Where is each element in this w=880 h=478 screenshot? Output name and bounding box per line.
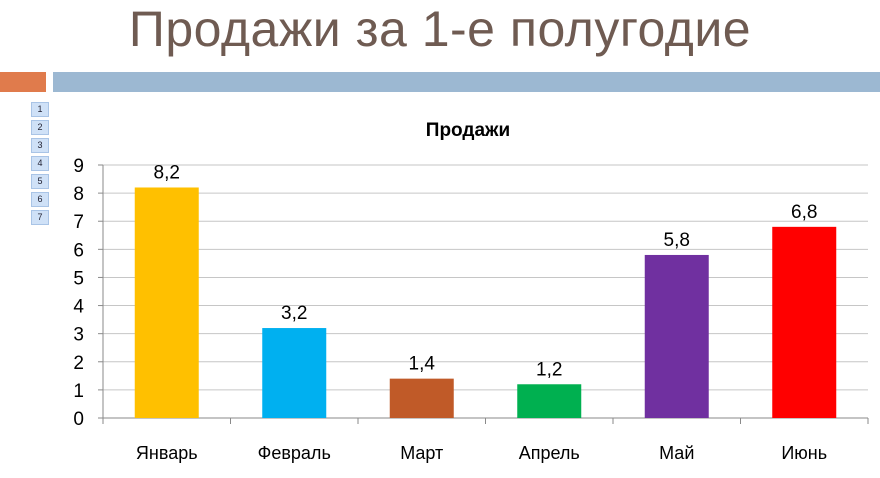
row-index-4: 4 <box>31 156 49 171</box>
row-index-2: 2 <box>31 120 49 135</box>
ytick-label-0: 0 <box>73 409 84 430</box>
data-label-4: 1,2 <box>536 359 562 380</box>
category-label-5: Май <box>659 443 694 463</box>
category-label-3: Март <box>400 443 443 463</box>
bar-4 <box>517 384 582 418</box>
bar-2 <box>262 328 327 418</box>
ytick-label-6: 6 <box>73 240 84 261</box>
data-label-5: 5,8 <box>664 230 690 251</box>
ytick-label-7: 7 <box>73 212 84 233</box>
slide-title: Продажи за 1-е полугодие <box>128 1 752 57</box>
chart-gridlines <box>98 164 869 424</box>
category-label-1: Январь <box>136 443 198 463</box>
accent-bar-blue <box>53 72 880 92</box>
category-label-4: Апрель <box>519 443 580 463</box>
accent-bar-orange <box>0 72 46 92</box>
row-index-1: 1 <box>31 102 49 117</box>
ytick-label-3: 3 <box>73 325 84 346</box>
ytick-label-2: 2 <box>73 353 84 374</box>
bar-1 <box>134 187 199 418</box>
chart-title: Продажи <box>426 120 510 141</box>
chart-bars <box>134 187 837 418</box>
data-label-6: 6,8 <box>791 202 817 223</box>
row-index-6: 6 <box>31 192 49 207</box>
bar-3 <box>389 378 454 418</box>
ytick-label-9: 9 <box>73 156 84 177</box>
data-label-1: 8,2 <box>154 162 180 183</box>
bar-6 <box>772 226 837 418</box>
row-index-7: 7 <box>31 210 49 225</box>
ytick-label-5: 5 <box>73 268 84 289</box>
category-label-6: Июнь <box>781 443 827 463</box>
data-label-3: 1,4 <box>409 354 436 375</box>
chart-labels: 0 1 2 3 4 5 6 7 8 9 8,2 Январь 3,2 Февраль 1,4 Март 1,2 А… <box>73 156 827 463</box>
row-index-5: 5 <box>31 174 49 189</box>
bar-5 <box>644 254 709 418</box>
ytick-label-1: 1 <box>73 381 84 402</box>
category-label-2: Февраль <box>258 443 331 463</box>
ytick-label-4: 4 <box>73 297 84 318</box>
row-index-3: 3 <box>31 138 49 153</box>
ytick-label-8: 8 <box>73 184 84 205</box>
data-label-2: 3,2 <box>281 303 307 324</box>
